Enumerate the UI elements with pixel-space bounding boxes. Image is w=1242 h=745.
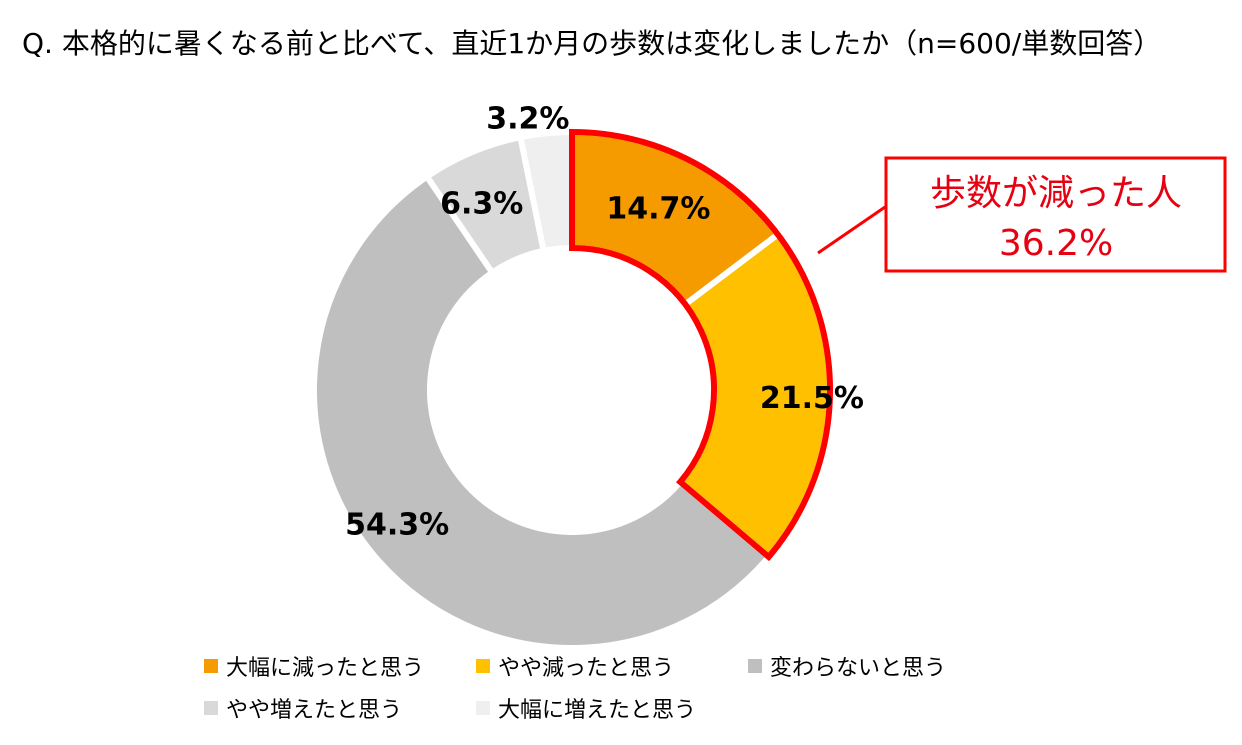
data-label-1: 14.7% [606,191,710,226]
data-label-2: 21.5% [760,381,864,416]
legend-swatch [204,659,218,673]
legend-label: 大幅に増えたと思う [498,698,697,723]
legend-label: 大幅に減ったと思う [226,656,425,681]
legend-item-2: やや減ったと思う [476,650,674,682]
legend-swatch [476,659,490,673]
legend-item-5: 大幅に増えたと思う [476,692,696,724]
slice-labels: 14.7% 21.5% 54.3% 6.3% 3.2% [345,102,864,543]
legend-item-3: 変わらないと思う [748,650,946,682]
donut-slices [311,128,833,651]
data-label-4: 6.3% [440,187,523,222]
legend-item-4: やや増えたと思う [204,692,402,724]
legend-swatch [748,659,762,673]
data-label-5: 3.2% [486,102,569,137]
donut-slice-3 [311,172,773,651]
data-label-3: 54.3% [345,507,449,542]
chart-title: Q. 本格的に暑くなる前と比べて、直近1か月の歩数は変化しましたか（n=600/… [22,27,1162,60]
highlight-outline [569,128,833,562]
legend-label: やや増えたと思う [226,698,403,723]
callout-text-line2: 36.2% [999,223,1113,264]
legend-item-1: 大幅に減ったと思う [204,650,424,682]
callout-box [884,156,1227,273]
legend-label: 変わらないと思う [770,656,947,681]
callout-text-line1: 歩数が減った人 [930,173,1182,214]
legend-swatch [204,701,218,715]
legend-label: やや減ったと思う [498,656,675,681]
callout-leader-line [817,203,889,255]
legend-swatch [476,701,490,715]
